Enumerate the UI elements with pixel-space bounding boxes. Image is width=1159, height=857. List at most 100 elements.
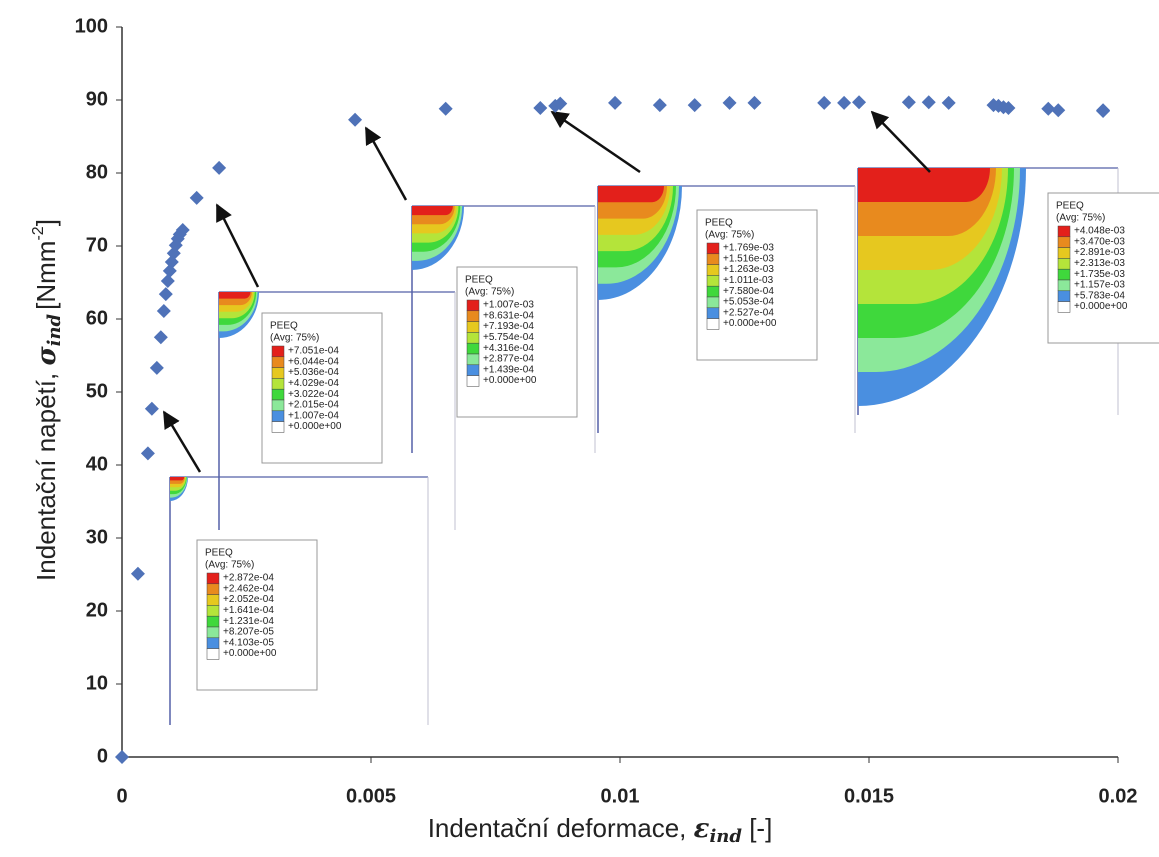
inset: PEEQ(Avg: 75%)+1.769e-03+1.516e-03+1.263… — [598, 186, 855, 433]
legend-swatch — [207, 573, 219, 584]
y-label-symbol: σ — [32, 346, 62, 366]
legend-subtitle: (Avg: 75%) — [705, 230, 754, 241]
x-label-unit: [-] — [742, 813, 772, 843]
legend-swatch — [207, 605, 219, 616]
legend-swatch — [707, 286, 719, 297]
x-axis-label: Indentační deformace, εind [-] — [428, 813, 773, 847]
legend-swatch — [467, 365, 479, 376]
legend-level: +4.029e-04 — [288, 378, 339, 389]
legend-swatch — [467, 311, 479, 322]
inset: PEEQ(Avg: 75%)+4.048e-03+3.470e-03+2.891… — [858, 168, 1159, 415]
legend-swatch — [1058, 258, 1070, 269]
legend-level: +5.754e-04 — [483, 332, 534, 343]
legend-swatch — [707, 297, 719, 308]
legend-swatch — [272, 346, 284, 357]
y-tick-label: 0 — [97, 745, 108, 767]
contour-band — [219, 292, 250, 299]
y-tick-label: 70 — [86, 234, 108, 256]
point — [439, 102, 453, 116]
legend-swatch — [467, 343, 479, 354]
point — [145, 402, 159, 416]
legend-level: +2.527e-04 — [723, 307, 774, 318]
point — [190, 191, 204, 205]
y-tick-label: 10 — [86, 672, 108, 694]
legend-level: +5.053e-04 — [723, 297, 774, 308]
legend-swatch — [272, 422, 284, 433]
point — [922, 95, 936, 109]
legend-level: +1.439e-04 — [483, 364, 534, 375]
point — [131, 567, 145, 581]
legend-swatch — [207, 595, 219, 606]
legend-level: +3.022e-04 — [288, 389, 339, 400]
point — [902, 95, 916, 109]
y-tick-label: 50 — [86, 380, 108, 402]
arrow — [552, 112, 640, 172]
legend-swatch — [272, 357, 284, 368]
point — [852, 95, 866, 109]
inset: PEEQ(Avg: 75%)+7.051e-04+6.044e-04+5.036… — [219, 292, 455, 530]
y-label-text: Indentační napětí, — [31, 366, 61, 581]
legend-level: +7.193e-04 — [483, 321, 534, 332]
legend-swatch — [467, 300, 479, 311]
point — [1096, 104, 1110, 118]
legend-level: +4.103e-05 — [223, 637, 274, 648]
legend-subtitle: (Avg: 75%) — [465, 287, 514, 298]
legend-level: +2.052e-04 — [223, 594, 274, 605]
point — [141, 446, 155, 460]
legend-level: +1.769e-03 — [723, 243, 774, 254]
legend-title: PEEQ — [205, 548, 233, 559]
x-tick-label: 0.005 — [346, 785, 396, 807]
legend-swatch — [1058, 302, 1070, 313]
point — [817, 96, 831, 110]
legend-swatch — [1058, 226, 1070, 237]
y-axis-label: Indentační napětí, σind [Nmm-2] — [30, 219, 65, 581]
legend-level: +6.044e-04 — [288, 356, 339, 367]
legend-level: +1.263e-03 — [723, 264, 774, 275]
legend-swatch — [467, 332, 479, 343]
point — [1051, 103, 1065, 117]
point — [159, 287, 173, 301]
y-tick-label: 90 — [86, 88, 108, 110]
legend-level: +0.000e+00 — [483, 375, 537, 386]
y-label-sup: -2 — [30, 226, 47, 240]
legend-level: +2.891e-03 — [1074, 247, 1125, 258]
contour-band — [598, 186, 664, 202]
legend-swatch — [207, 627, 219, 638]
point — [161, 274, 175, 288]
x-tick-label: 0.015 — [844, 785, 894, 807]
legend-swatch — [207, 616, 219, 627]
legend-level: +0.000e+00 — [288, 421, 342, 432]
legend-swatch — [207, 649, 219, 660]
legend-swatch — [207, 638, 219, 649]
legend-level: +5.783e-04 — [1074, 290, 1125, 301]
contour-band — [170, 477, 184, 480]
point — [837, 96, 851, 110]
legend-title: PEEQ — [1056, 201, 1084, 212]
insets: PEEQ(Avg: 75%)+2.872e-04+2.462e-04+2.052… — [170, 168, 1159, 725]
legend-level: +2.872e-04 — [223, 573, 274, 584]
legend-level: +1.007e-03 — [483, 300, 534, 311]
y-label-close: ] — [31, 219, 61, 226]
legend-swatch — [707, 254, 719, 265]
legend-level: +1.641e-04 — [223, 605, 274, 616]
point — [653, 98, 667, 112]
legend-swatch — [1058, 291, 1070, 302]
legend-level: +2.877e-04 — [483, 354, 534, 365]
legend-swatch — [707, 308, 719, 319]
y-label-unit: [Nmm — [31, 241, 61, 310]
point — [688, 98, 702, 112]
inset: PEEQ(Avg: 75%)+1.007e-03+8.631e-04+7.193… — [412, 206, 595, 453]
legend-level: +8.207e-05 — [223, 627, 274, 638]
legend-swatch — [272, 378, 284, 389]
legend-swatch — [1058, 280, 1070, 291]
y-tick-label: 80 — [86, 161, 108, 183]
legend-level: +1.231e-04 — [223, 616, 274, 627]
point — [115, 750, 129, 764]
point — [157, 304, 171, 318]
y-label-sub: ind — [44, 313, 65, 346]
legend-level: +1.735e-03 — [1074, 269, 1125, 280]
x-label-text: Indentační deformace, — [428, 813, 694, 843]
legend-subtitle: (Avg: 75%) — [1056, 213, 1105, 224]
point — [154, 330, 168, 344]
legend-swatch — [707, 243, 719, 254]
